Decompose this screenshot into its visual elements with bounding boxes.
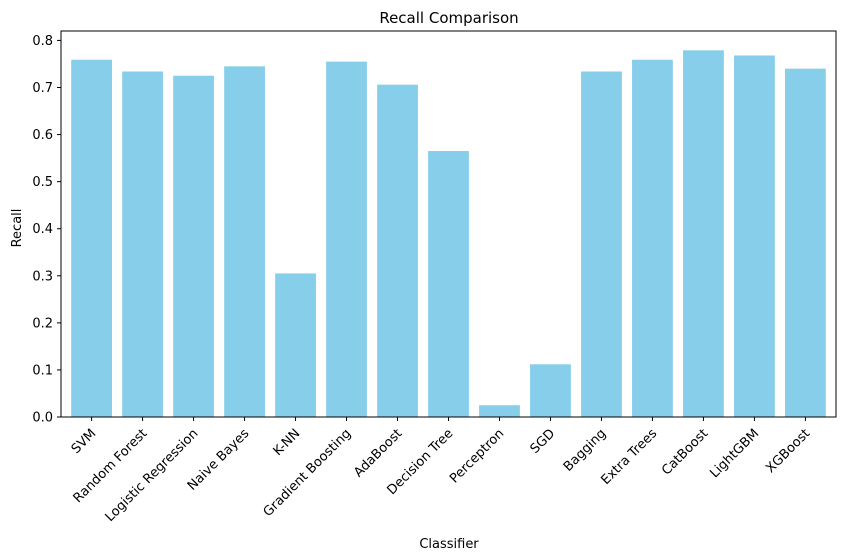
bar-catboost bbox=[683, 50, 724, 418]
y-tick-label: 0.0 bbox=[32, 411, 53, 426]
bar-extra-trees bbox=[632, 59, 673, 418]
x-tick-label: AdaBoost bbox=[351, 426, 405, 480]
y-tick-label: 0.5 bbox=[32, 175, 53, 190]
x-tick-label: LightGBM bbox=[707, 426, 762, 481]
bar-k-nn bbox=[275, 273, 316, 417]
bar-sgd bbox=[530, 364, 571, 417]
y-tick-label: 0.4 bbox=[32, 222, 53, 237]
x-axis-title: Classifier bbox=[419, 537, 479, 552]
x-tick-label: K-NN bbox=[271, 426, 304, 459]
bar-adaboost bbox=[377, 84, 418, 417]
x-tick-label: XGBoost bbox=[763, 426, 813, 476]
bar-gradient-boosting bbox=[326, 61, 367, 417]
bars-group bbox=[71, 50, 826, 418]
x-tick-label: Gradient Boosting bbox=[261, 426, 355, 520]
y-tick-label: 0.6 bbox=[32, 128, 53, 143]
y-ticks-group: 0.0 0.1 0.2 0.3 0.4 0.5 0.6 0.7 0.8 bbox=[32, 34, 61, 426]
x-tick-label: Logistic Regression bbox=[103, 426, 202, 525]
y-tick-label: 0.8 bbox=[32, 34, 53, 49]
y-axis-title: Recall bbox=[10, 209, 25, 248]
y-tick-label: 0.7 bbox=[32, 81, 53, 96]
chart-title: Recall Comparison bbox=[379, 9, 518, 27]
bar-decision-tree bbox=[428, 151, 469, 417]
y-tick-label: 0.3 bbox=[32, 269, 53, 284]
bar-naive-bayes bbox=[224, 66, 265, 418]
plot-frame bbox=[60, 30, 837, 418]
x-tick-label: Perceptron bbox=[447, 426, 507, 486]
bar-xgboost bbox=[785, 68, 826, 417]
bar-perceptron bbox=[479, 405, 520, 417]
bar-logistic-regression bbox=[173, 75, 214, 417]
x-tick-label: SGD bbox=[528, 426, 559, 457]
bar-random-forest bbox=[122, 71, 163, 418]
bar-svm bbox=[71, 59, 112, 418]
y-tick-label: 0.1 bbox=[32, 363, 53, 378]
x-tick-label: Bagging bbox=[561, 426, 609, 474]
x-tick-label: SVM bbox=[69, 426, 100, 457]
x-tick-label: CatBoost bbox=[659, 426, 711, 478]
bar-lightgbm bbox=[734, 55, 775, 417]
y-tick-label: 0.2 bbox=[32, 316, 53, 331]
bar-bagging bbox=[581, 71, 622, 418]
